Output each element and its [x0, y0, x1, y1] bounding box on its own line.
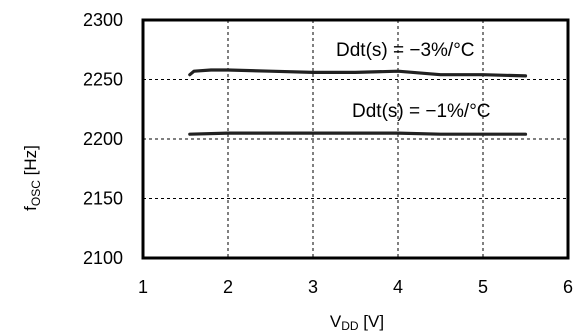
- x-axis-label-sub: DD: [341, 319, 359, 333]
- x-tick-label-3: 4: [393, 277, 403, 297]
- y-axis-label: fOSC [Hz]: [21, 145, 43, 211]
- x-axis-label: VDD [V]: [330, 312, 384, 333]
- x-tick-labels: 1 2 3 4 5 6: [138, 277, 573, 297]
- x-axis-label-unit: [V]: [359, 312, 385, 331]
- y-tick-label-2: 2200: [83, 129, 123, 149]
- y-axis-label-main: f: [21, 206, 40, 211]
- x-tick-label-5: 6: [563, 277, 573, 297]
- y-tick-label-1: 2150: [83, 189, 123, 209]
- x-tick-label-0: 1: [138, 277, 148, 297]
- x-tick-label-1: 2: [223, 277, 233, 297]
- y-axis-label-unit: [Hz]: [21, 145, 40, 180]
- x-tick-label-2: 3: [308, 277, 318, 297]
- annotation-minus-3-percent: Ddt(s) = −3%/°C: [336, 40, 475, 61]
- y-tick-label-0: 2100: [83, 248, 123, 268]
- annotation-minus-1-percent: Ddt(s) = −1%/°C: [352, 101, 491, 122]
- grid-layer: [143, 20, 568, 258]
- y-tick-label-4: 2300: [83, 10, 123, 30]
- y-axis-label-sub: OSC: [29, 180, 43, 206]
- plot-frame: [141, 18, 570, 260]
- x-tick-label-4: 5: [478, 277, 488, 297]
- y-tick-labels: 2100 2150 2200 2250 2300: [83, 10, 123, 268]
- x-axis-label-main: V: [330, 312, 342, 331]
- series-line-0: [188, 68, 528, 78]
- series-layer: [188, 68, 528, 136]
- y-tick-label-3: 2250: [83, 70, 123, 90]
- series-line-1: [188, 131, 528, 136]
